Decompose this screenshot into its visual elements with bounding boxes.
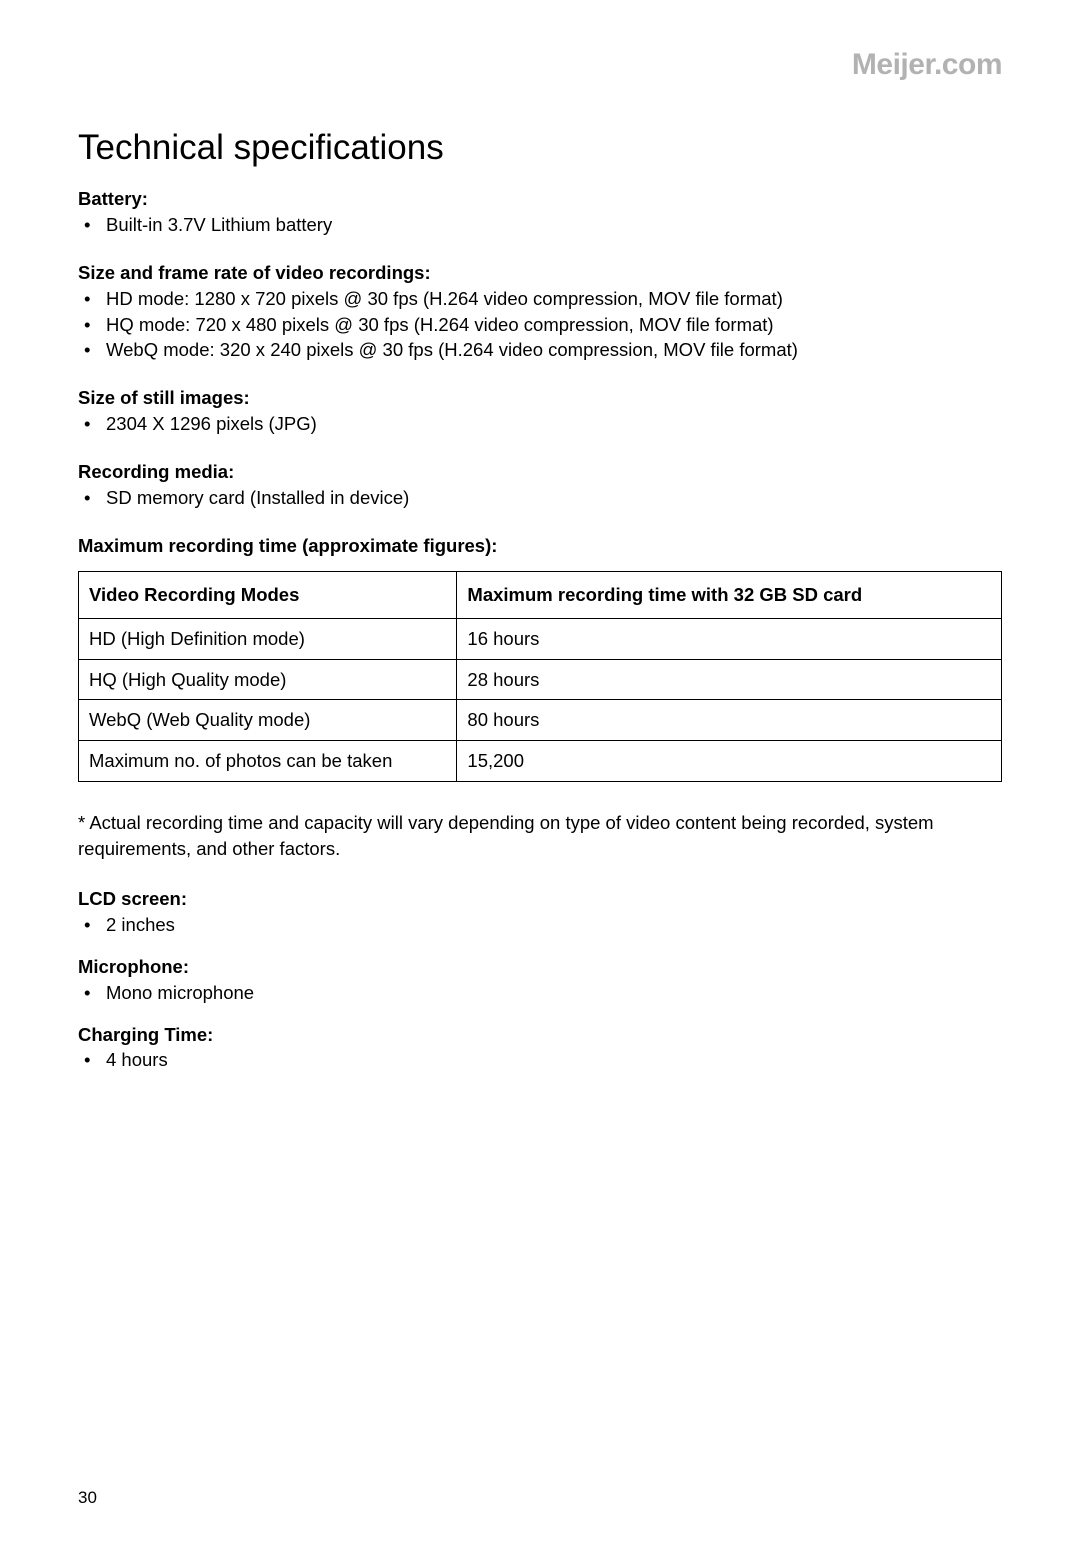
spec-label: Charging Time: [78, 1022, 1002, 1048]
spec-label: Maximum recording time (approximate figu… [78, 533, 1002, 559]
spec-list: 2304 X 1296 pixels (JPG) [78, 411, 1002, 437]
spec-label: Microphone: [78, 954, 1002, 980]
brand-watermark: Meijer.com [852, 48, 1002, 82]
spec-item: HD mode: 1280 x 720 pixels @ 30 fps (H.2… [78, 286, 1002, 312]
table-cell: HQ (High Quality mode) [79, 659, 457, 700]
spec-list: 2 inches [78, 912, 1002, 938]
footnote: * Actual recording time and capacity wil… [78, 810, 1002, 862]
spec-item: WebQ mode: 320 x 240 pixels @ 30 fps (H.… [78, 337, 1002, 363]
spec-video-size: Size and frame rate of video recordings:… [78, 260, 1002, 364]
recording-table: Video Recording Modes Maximum recording … [78, 571, 1002, 782]
spec-item: SD memory card (Installed in device) [78, 485, 1002, 511]
spec-microphone: Microphone: Mono microphone [78, 954, 1002, 1006]
page-number: 30 [78, 1488, 97, 1508]
spec-item: Built-in 3.7V Lithium battery [78, 212, 1002, 238]
spec-list: Mono microphone [78, 980, 1002, 1006]
table-row: WebQ (Web Quality mode) 80 hours [79, 700, 1002, 741]
spec-item: 2304 X 1296 pixels (JPG) [78, 411, 1002, 437]
spec-list: HD mode: 1280 x 720 pixels @ 30 fps (H.2… [78, 286, 1002, 364]
table-header-cell: Video Recording Modes [79, 571, 457, 618]
spec-label: Battery: [78, 186, 1002, 212]
spec-charging: Charging Time: 4 hours [78, 1022, 1002, 1074]
section-title: Technical specifications [78, 128, 1002, 168]
spec-item: 4 hours [78, 1047, 1002, 1073]
table-cell: 80 hours [457, 700, 1002, 741]
page-content: Technical specifications Battery: Built-… [0, 0, 1080, 1073]
spec-max-recording: Maximum recording time (approximate figu… [78, 533, 1002, 782]
spec-item: 2 inches [78, 912, 1002, 938]
spec-list: SD memory card (Installed in device) [78, 485, 1002, 511]
spec-label: Recording media: [78, 459, 1002, 485]
table-cell: Maximum no. of photos can be taken [79, 741, 457, 782]
spec-label: LCD screen: [78, 886, 1002, 912]
table-header-cell: Maximum recording time with 32 GB SD car… [457, 571, 1002, 618]
table-row: HQ (High Quality mode) 28 hours [79, 659, 1002, 700]
spec-recording-media: Recording media: SD memory card (Install… [78, 459, 1002, 511]
spec-item: HQ mode: 720 x 480 pixels @ 30 fps (H.26… [78, 312, 1002, 338]
table-cell: WebQ (Web Quality mode) [79, 700, 457, 741]
table-cell: 15,200 [457, 741, 1002, 782]
table-row: HD (High Definition mode) 16 hours [79, 618, 1002, 659]
spec-still-images: Size of still images: 2304 X 1296 pixels… [78, 385, 1002, 437]
spec-list: Built-in 3.7V Lithium battery [78, 212, 1002, 238]
spec-list: 4 hours [78, 1047, 1002, 1073]
table-header-row: Video Recording Modes Maximum recording … [79, 571, 1002, 618]
spec-item: Mono microphone [78, 980, 1002, 1006]
spec-battery: Battery: Built-in 3.7V Lithium battery [78, 186, 1002, 238]
table-cell: HD (High Definition mode) [79, 618, 457, 659]
spec-lcd: LCD screen: 2 inches [78, 886, 1002, 938]
table-cell: 16 hours [457, 618, 1002, 659]
table-cell: 28 hours [457, 659, 1002, 700]
spec-label: Size and frame rate of video recordings: [78, 260, 1002, 286]
spec-label: Size of still images: [78, 385, 1002, 411]
table-row: Maximum no. of photos can be taken 15,20… [79, 741, 1002, 782]
